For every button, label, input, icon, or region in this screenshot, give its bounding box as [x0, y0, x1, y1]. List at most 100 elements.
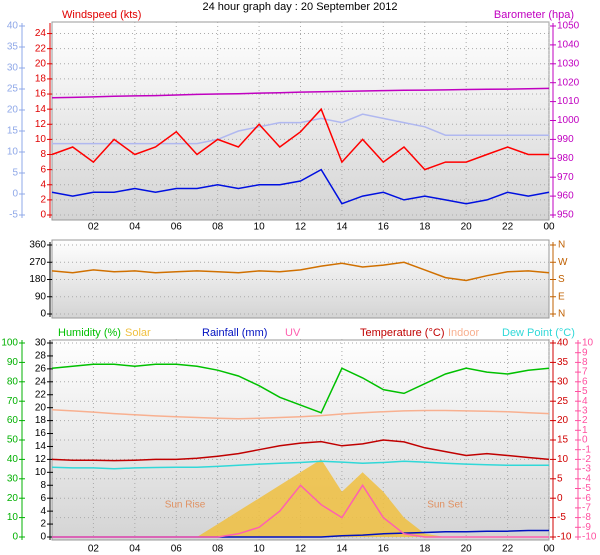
y-tick-label: 18	[35, 74, 47, 85]
x-tick-label: 12	[295, 544, 307, 555]
x-tick-label: 20	[461, 544, 473, 555]
y-tick-label: 6	[40, 164, 46, 175]
y3-tick-label: 5	[12, 168, 18, 179]
annotation: Sun Rise	[165, 500, 206, 511]
y2-tick-label: 6	[40, 493, 46, 504]
y-tick-label: 8	[40, 149, 46, 160]
y3-tick-label: 5	[557, 473, 563, 484]
chart-title: 24 hour graph day : 20 September 2012	[202, 1, 397, 13]
y2-tick-label: 1020	[557, 77, 580, 88]
x-tick-label: 10	[254, 544, 266, 555]
y4-tick-label: 9	[582, 347, 588, 358]
x-tick-label: 04	[129, 544, 141, 555]
legend-entry: Solar	[125, 327, 151, 339]
legend-entry: Humidity (%)	[58, 327, 121, 339]
y4-tick-label: 1	[582, 425, 588, 436]
series-line	[51, 408, 550, 420]
series-line	[51, 460, 549, 470]
y2-tick-label: 1010	[557, 96, 580, 107]
y2-tick-label: 1040	[557, 40, 580, 51]
y2-tick-label: 1050	[557, 21, 580, 32]
legend-entry: Rainfall (mm)	[202, 327, 267, 339]
y2-tick-label: 960	[557, 191, 574, 202]
y2-tick-label: 10	[35, 467, 47, 478]
y4-tick-label: 8	[582, 357, 588, 368]
y3-tick-label: 20	[557, 415, 569, 426]
y4-tick-label: 3	[582, 406, 588, 417]
y4-tick-label: -6	[582, 493, 591, 504]
y4-tick-label: -9	[582, 522, 591, 533]
legend-entry: UV	[285, 327, 301, 339]
y3-tick-label: -10	[557, 532, 572, 543]
y-tick-label: 16	[35, 89, 47, 100]
y-tick-label: 180	[29, 274, 46, 285]
y-tick-label: 20	[35, 58, 47, 69]
y3-tick-label: 35	[557, 357, 569, 368]
y3-tick-label: 0	[557, 493, 563, 504]
y-tick-label: 2	[40, 195, 46, 206]
x-tick-label: 18	[419, 222, 431, 233]
y2-tick-label: 4	[40, 506, 46, 517]
y2-tick-label: 8	[40, 480, 46, 491]
y2-tick-label: 0	[40, 532, 46, 543]
y2-tick-label: W	[558, 257, 568, 268]
y3-tick-label: 25	[7, 84, 19, 95]
y-tick-label: 12	[35, 119, 47, 130]
x-tick-label: 14	[336, 544, 348, 555]
y-tick-label: 50	[7, 435, 19, 446]
y2-tick-label: S	[558, 274, 565, 285]
y3-tick-label: 40	[7, 21, 19, 32]
y2-tick-label: 28	[35, 351, 47, 362]
y3-tick-label: 20	[7, 105, 19, 116]
y2-tick-label: 22	[35, 389, 47, 400]
x-tick-label: 08	[212, 544, 224, 555]
axis-label: Windspeed (kts)	[62, 9, 141, 21]
y-tick-label: 20	[7, 493, 19, 504]
y2-tick-label: 24	[35, 376, 47, 387]
y-tick-label: 60	[7, 415, 19, 426]
series-line	[51, 87, 550, 99]
x-tick-label: 06	[171, 222, 183, 233]
y2-tick-label: 14	[35, 441, 47, 452]
y3-tick-label: -5	[557, 512, 566, 523]
y4-tick-label: 7	[582, 367, 588, 378]
y2-tick-label: E	[558, 291, 565, 302]
y-tick-label: 40	[7, 454, 19, 465]
y4-tick-label: -8	[582, 512, 591, 523]
x-tick-label: 00	[543, 222, 555, 233]
y2-tick-label: 990	[557, 134, 574, 145]
x-tick-label: 12	[295, 222, 307, 233]
y2-tick-label: 950	[557, 210, 574, 221]
y-tick-label: 10	[35, 134, 47, 145]
x-tick-label: 16	[378, 544, 390, 555]
y2-tick-label: 980	[557, 153, 574, 164]
x-tick-label: 18	[419, 544, 431, 555]
y3-tick-label: 10	[557, 454, 569, 465]
y-tick-label: 22	[35, 43, 47, 54]
series-line	[51, 439, 550, 462]
x-tick-label: 10	[254, 222, 266, 233]
y-tick-label: 10	[7, 512, 19, 523]
y2-tick-label: N	[558, 240, 565, 251]
y2-tick-label: 1000	[557, 115, 580, 126]
y4-tick-label: 6	[582, 376, 588, 387]
x-tick-label: 14	[336, 222, 348, 233]
y3-tick-label: 30	[557, 376, 569, 387]
y4-tick-label: 0	[582, 435, 588, 446]
x-tick-label: 04	[129, 222, 141, 233]
series-line	[51, 261, 550, 282]
x-tick-label: 02	[88, 544, 100, 555]
y-tick-label: 0	[40, 309, 46, 320]
x-tick-label: 20	[461, 222, 473, 233]
y4-tick-label: 5	[582, 386, 588, 397]
y2-tick-label: 26	[35, 364, 47, 375]
y2-tick-label: 2	[40, 519, 46, 530]
y-tick-label: 100	[1, 338, 18, 349]
y2-tick-label: 30	[35, 338, 47, 349]
y-tick-label: 4	[40, 179, 46, 190]
y2-tick-label: N	[558, 309, 565, 320]
x-tick-label: 06	[171, 544, 183, 555]
legend-entry: Indoor	[448, 327, 480, 339]
y3-tick-label: 10	[7, 147, 19, 158]
